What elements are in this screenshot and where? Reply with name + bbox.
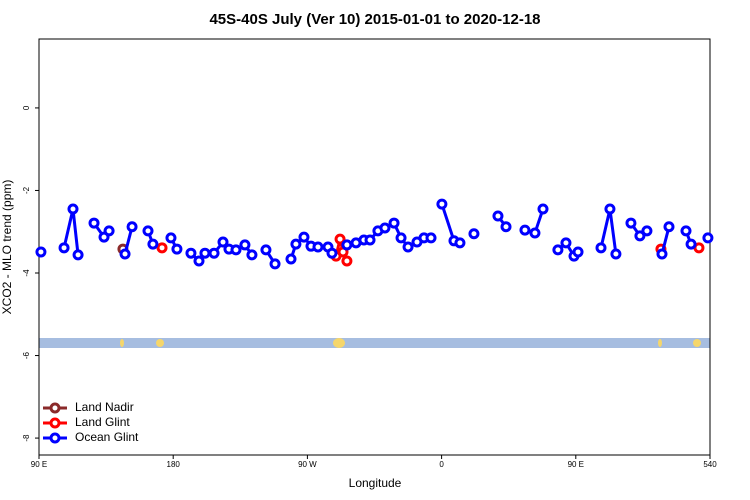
point xyxy=(364,234,376,246)
point xyxy=(119,248,131,260)
point xyxy=(625,217,637,229)
point xyxy=(552,244,564,256)
point xyxy=(208,247,220,259)
point xyxy=(230,244,242,256)
point xyxy=(425,232,437,244)
legend-label: Land Nadir xyxy=(75,400,134,414)
point xyxy=(641,225,653,237)
point xyxy=(402,241,414,253)
x-tick-label: 180 xyxy=(167,460,181,469)
point xyxy=(663,221,675,233)
y-tick-label: -4 xyxy=(22,269,31,277)
point xyxy=(326,247,338,259)
point xyxy=(379,222,391,234)
point xyxy=(88,217,100,229)
point xyxy=(468,228,480,240)
point xyxy=(388,217,400,229)
point xyxy=(126,221,138,233)
x-tick-label: 90 E xyxy=(568,460,584,469)
legend-marker xyxy=(49,417,61,429)
point xyxy=(285,253,297,265)
point xyxy=(395,232,407,244)
point xyxy=(680,225,692,237)
x-tick-label: 90 W xyxy=(298,460,317,469)
point xyxy=(246,249,258,261)
point xyxy=(595,242,607,254)
point xyxy=(492,210,504,222)
point xyxy=(239,239,251,251)
point xyxy=(142,225,154,237)
point xyxy=(217,236,229,248)
point xyxy=(58,242,70,254)
point xyxy=(454,237,466,249)
y-tick-label: -6 xyxy=(22,351,31,359)
point xyxy=(702,232,714,244)
point xyxy=(165,232,177,244)
y-tick-label: 0 xyxy=(22,105,31,110)
map-strip xyxy=(39,338,710,348)
plot-frame xyxy=(38,38,711,456)
point xyxy=(35,246,47,258)
point xyxy=(519,224,531,236)
x-axis-label: Longitude xyxy=(349,476,402,490)
x-tick-label: 0 xyxy=(439,460,444,469)
point xyxy=(685,238,697,250)
x-tick-label: 540 xyxy=(703,460,717,469)
point xyxy=(656,248,668,260)
y-axis-label: XCO2 - MLO trend (ppm) xyxy=(0,180,14,315)
point xyxy=(341,239,353,251)
point xyxy=(341,255,353,267)
point xyxy=(199,247,211,259)
point xyxy=(560,237,572,249)
point xyxy=(529,227,541,239)
point xyxy=(334,233,346,245)
point xyxy=(436,198,448,210)
chart-title: 45S-40S July (Ver 10) 2015-01-01 to 2020… xyxy=(209,11,540,28)
point xyxy=(72,249,84,261)
point xyxy=(500,221,512,233)
legend-label: Land Glint xyxy=(75,415,130,429)
point xyxy=(193,255,205,267)
point xyxy=(147,238,159,250)
point xyxy=(260,244,272,256)
point xyxy=(156,242,168,254)
point xyxy=(572,246,584,258)
point xyxy=(610,248,622,260)
legend-marker xyxy=(49,402,61,414)
point xyxy=(634,230,646,242)
point xyxy=(103,225,115,237)
point xyxy=(67,203,79,215)
legend-label: Ocean Glint xyxy=(75,430,139,444)
point xyxy=(312,241,324,253)
y-tick-label: -8 xyxy=(22,434,31,442)
point xyxy=(537,203,549,215)
point xyxy=(269,258,281,270)
point xyxy=(171,243,183,255)
y-tick-label: -2 xyxy=(22,186,31,194)
point xyxy=(298,231,310,243)
legend-marker xyxy=(49,432,61,444)
point xyxy=(185,247,197,259)
x-tick-label: 90 E xyxy=(31,460,47,469)
point xyxy=(604,203,616,215)
point xyxy=(290,238,302,250)
